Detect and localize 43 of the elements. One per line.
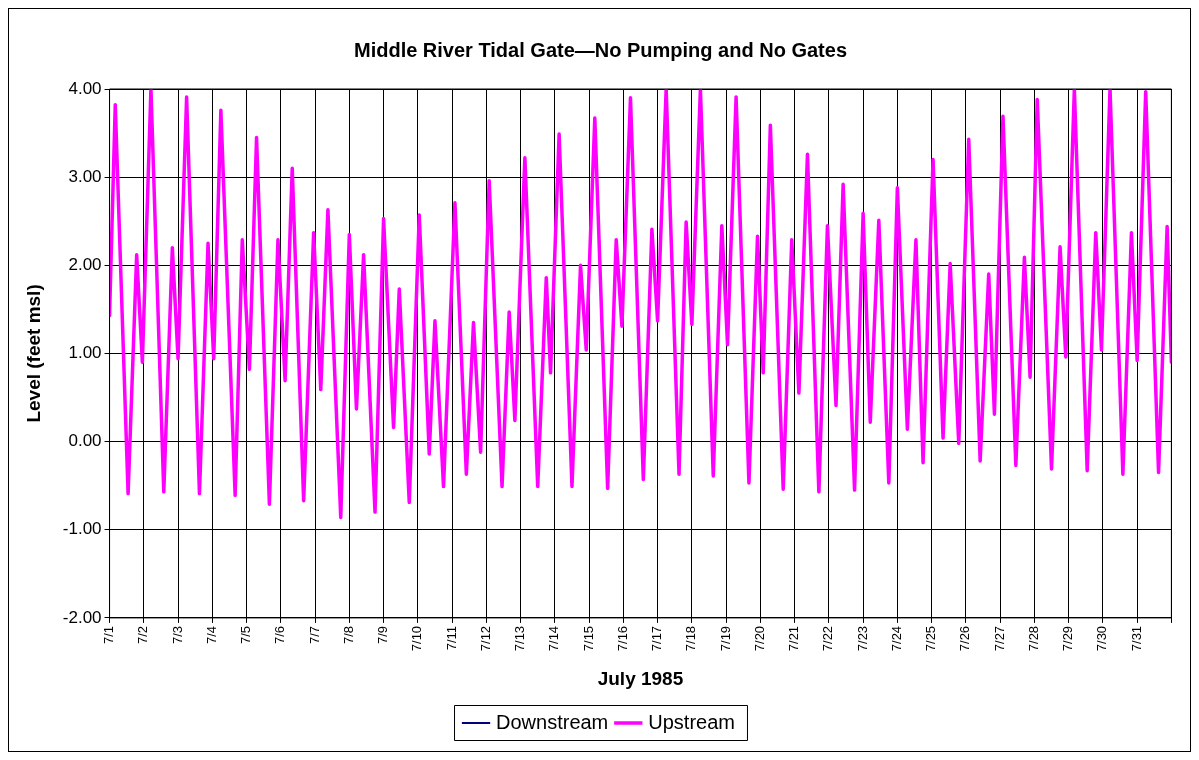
y-tick-label: 0.00	[68, 431, 102, 451]
x-tick-label: 7/6	[272, 625, 288, 644]
x-tick-label: 7/8	[340, 625, 356, 644]
x-axis-title: July 1985	[597, 667, 684, 689]
x-tick-label: 7/10	[409, 625, 425, 652]
x-tick-label: 7/27	[991, 625, 1007, 652]
x-tick-label: 7/26	[957, 625, 973, 652]
x-tick-label: 7/12	[477, 625, 493, 652]
x-tick-label: 7/4	[203, 625, 219, 644]
legend-label: Upstream	[648, 710, 735, 733]
chart-title: Middle River Tidal Gate—No Pumping and No Gates	[353, 38, 848, 61]
x-tick-label: 7/14	[546, 625, 562, 652]
y-tick-label: 3.00	[68, 166, 102, 186]
y-axis-title: Level (feet msl)	[22, 284, 44, 423]
x-tick-label: 7/2	[135, 625, 151, 644]
y-tick-label: 1.00	[68, 343, 102, 363]
y-tick-label: -2.00	[62, 607, 102, 627]
y-tick-label: 4.00	[68, 78, 102, 98]
x-tick-label: 7/21	[786, 625, 802, 652]
x-tick-label: 7/19	[717, 625, 733, 652]
y-tick-label: -1.00	[62, 519, 102, 539]
x-tick-label: 7/16	[614, 625, 630, 652]
x-tick-label: 7/23	[854, 625, 870, 652]
x-tick-label: 7/22	[820, 625, 836, 652]
x-tick-label: 7/30	[1094, 625, 1110, 652]
x-tick-label: 7/28	[1025, 625, 1041, 652]
x-tick-label: 7/25	[923, 625, 939, 652]
x-tick-label: 7/29	[1060, 625, 1076, 652]
x-tick-label: 7/5	[238, 625, 254, 644]
x-tick-label: 7/11	[443, 625, 459, 651]
x-tick-label: 7/20	[751, 625, 767, 652]
x-tick-label: 7/7	[306, 625, 322, 644]
legend-label: Downstream	[496, 710, 609, 733]
x-tick-label: 7/3	[169, 625, 185, 644]
x-tick-label: 7/1	[101, 625, 117, 644]
x-tick-label: 7/31	[1128, 625, 1144, 652]
x-tick-label: 7/13	[512, 625, 528, 652]
x-tick-label: 7/17	[649, 625, 665, 652]
x-tick-label: 7/24	[888, 625, 904, 652]
x-tick-label: 7/9	[375, 625, 391, 644]
y-tick-label: 2.00	[68, 254, 102, 274]
x-tick-label: 7/15	[580, 625, 596, 652]
x-tick-label: 7/18	[683, 625, 699, 652]
